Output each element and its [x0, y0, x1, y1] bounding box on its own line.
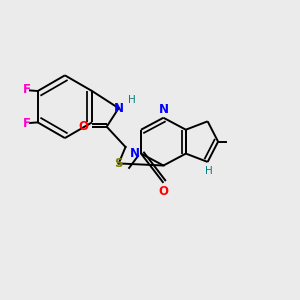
- Text: H: H: [128, 95, 136, 105]
- Text: N: N: [114, 102, 124, 115]
- Text: O: O: [78, 120, 88, 133]
- Text: S: S: [114, 157, 123, 170]
- Text: H: H: [205, 167, 213, 176]
- Text: N: N: [130, 147, 140, 160]
- Text: N: N: [158, 103, 168, 116]
- Text: F: F: [22, 117, 30, 130]
- Text: F: F: [22, 83, 30, 96]
- Text: O: O: [158, 185, 168, 198]
